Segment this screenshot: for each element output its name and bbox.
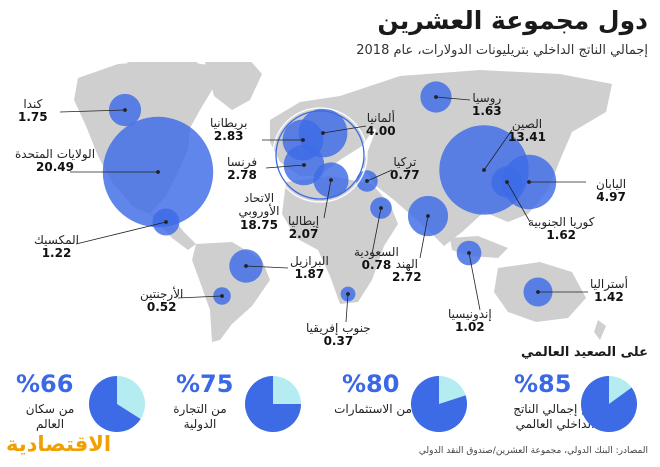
leader-mexico xyxy=(75,221,167,245)
brand-logo: الاقتصادية xyxy=(6,432,112,456)
leader-dot-argentina xyxy=(220,294,224,298)
world-map xyxy=(59,62,612,342)
leader-argentina xyxy=(177,295,223,299)
label-south-africa: جنوب إفريقيا 0.37 xyxy=(306,321,371,349)
stat-population-pie xyxy=(88,376,145,432)
leader-brazil xyxy=(245,265,289,269)
pie-share-slice xyxy=(88,376,141,432)
leader-france xyxy=(265,164,305,169)
pie-share-slice xyxy=(245,376,301,432)
label-uk: بريطانيا 2.83 xyxy=(210,116,248,144)
stat-population-label: من سكان العالم xyxy=(25,402,75,431)
label-russia: روسيا 1.63 xyxy=(472,91,502,119)
leader-saudi-arabia xyxy=(371,207,382,255)
label-china: الصين 13.41 xyxy=(508,117,546,145)
leader-south-africa xyxy=(345,293,349,323)
leader-dot-brazil xyxy=(244,264,248,268)
label-italy: إيطاليا 2.07 xyxy=(288,214,320,242)
stat-gdp-label: من إجمالي الناتج الداخلي العالمي xyxy=(513,402,597,431)
leader-dot-india xyxy=(426,214,430,218)
label-south-korea: كوريا الجنوبية 1.62 xyxy=(528,215,595,243)
leader-dot-china xyxy=(482,168,486,172)
label-argentina: الأرجنتين 0.52 xyxy=(140,287,184,315)
label-usa: الولايات المتحدة 20.49 xyxy=(15,147,96,175)
stat-investment-pie xyxy=(410,376,467,432)
stat-population-percent: %66 xyxy=(16,370,74,398)
page-subtitle: إجمالي الناتج الداخلي بتريليونات الدولار… xyxy=(356,43,648,58)
leader-dot-south-korea xyxy=(505,180,509,184)
eu-outline xyxy=(272,107,368,203)
leader-dot-usa xyxy=(156,170,160,174)
leader-canada xyxy=(59,109,126,113)
label-turkey: تركيا 0.77 xyxy=(390,155,420,183)
leader-dot-russia xyxy=(434,95,438,99)
leader-dot-australia xyxy=(536,290,540,294)
eu-ring xyxy=(275,110,365,200)
leader-dot-mexico xyxy=(164,220,168,224)
stat-trade-pie xyxy=(245,376,301,432)
leader-dot-uk xyxy=(301,138,305,142)
leader-south-korea xyxy=(506,181,531,223)
leader-turkey xyxy=(366,169,393,182)
global-section-title: على الصعيد العالمي xyxy=(521,345,648,360)
source-note: المصادر: البنك الدولي، مجموعة العشرين/صن… xyxy=(418,446,648,456)
leader-dot-south-africa xyxy=(346,292,350,296)
label-brazil: البرازيل 1.87 xyxy=(290,254,329,282)
leader-dot-indonesia xyxy=(467,251,471,255)
page-title: دول مجموعة العشرين xyxy=(377,6,648,35)
stat-gdp-pie xyxy=(580,376,637,432)
label-australia: أستراليا 1.42 xyxy=(590,277,628,305)
label-mexico: المكسيك 1.22 xyxy=(34,233,79,261)
label-france: فرنسا 2.78 xyxy=(227,155,258,183)
leader-lines xyxy=(59,95,588,323)
leader-russia xyxy=(435,96,471,101)
label-saudi-arabia: السعودية 0.78 xyxy=(354,245,399,273)
leader-india xyxy=(419,215,429,259)
leader-dot-italy xyxy=(329,178,333,182)
stat-trade-percent: %75 xyxy=(176,370,234,398)
stat-investment-label: من الاستثمارات xyxy=(334,402,412,416)
stat-investment-percent: %80 xyxy=(342,370,400,398)
stat-gdp-percent: %85 xyxy=(514,370,572,398)
label-india: الهند 2.72 xyxy=(392,257,422,285)
leader-dot-turkey xyxy=(365,179,369,183)
leader-indonesia xyxy=(468,252,481,311)
label-germany: ألمانيا 4.00 xyxy=(366,111,396,139)
leader-dot-france xyxy=(302,163,306,167)
leader-dot-japan xyxy=(527,180,531,184)
label-indonesia: إندونيسيا 1.02 xyxy=(448,307,492,335)
label-japan: اليابان 4.97 xyxy=(596,177,627,205)
label-canada: كندا 1.75 xyxy=(18,97,48,125)
leader-italy xyxy=(323,179,332,219)
label-eu: الاتحاد الأوروبي 18.75 xyxy=(238,191,280,232)
stat-trade-label: من التجارة الدولية xyxy=(173,402,227,431)
leader-dot-canada xyxy=(123,108,127,112)
leader-germany xyxy=(322,125,367,134)
leader-china xyxy=(483,129,513,171)
pie-share-slice xyxy=(580,376,637,432)
leader-dot-saudi-arabia xyxy=(379,206,383,210)
pie-share-slice xyxy=(410,376,467,432)
leader-dot-germany xyxy=(321,131,325,135)
